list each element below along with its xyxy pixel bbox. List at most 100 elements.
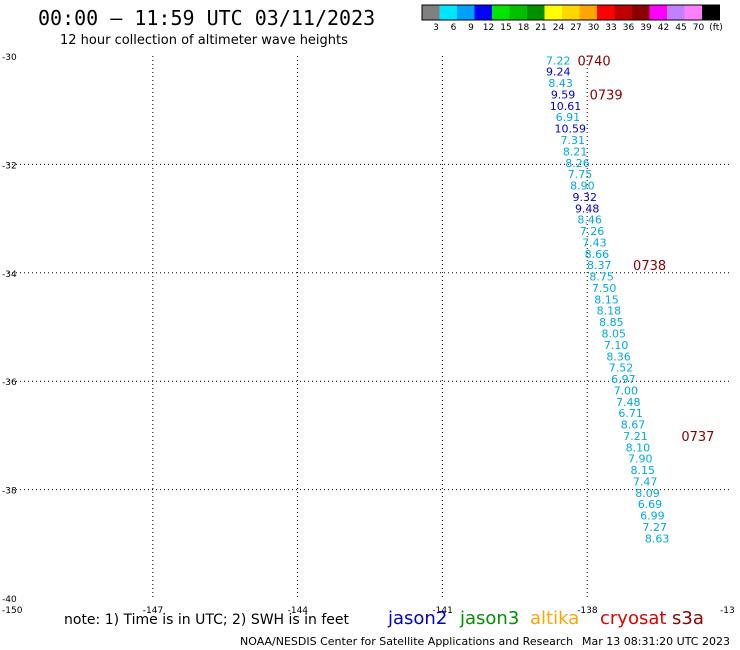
legend-swatch	[684, 5, 702, 20]
time-label: 0737	[681, 430, 714, 445]
data-point-label: 8.18	[597, 305, 622, 318]
data-point-label: 7.22	[546, 54, 571, 67]
data-point-label: 6.91	[556, 111, 581, 124]
data-point-label: 8.05	[601, 328, 626, 341]
legend-label: 42	[658, 23, 669, 33]
data-point-label: 6.69	[638, 498, 663, 511]
data-point-label: 7.21	[623, 430, 648, 443]
footnote: note: 1) Time is in UTC; 2) SWH is in fe…	[64, 612, 350, 628]
x-tick-label: -147	[143, 606, 163, 616]
legend-label: 18	[518, 23, 530, 33]
x-tick-label: -150	[2, 606, 23, 616]
legend-swatch	[632, 5, 650, 20]
data-point-label: 8.21	[563, 145, 588, 158]
legend-swatch	[474, 5, 492, 20]
time-label: 0738	[633, 259, 666, 274]
satellite-label-jason3: jason3	[460, 608, 520, 629]
data-point-label: 8.63	[645, 532, 670, 545]
timestamp-text: Mar 13 08:31:20 UTC 2023	[582, 635, 730, 648]
data-point-label: 7.31	[560, 134, 585, 147]
x-tick-label: -138	[577, 606, 598, 616]
data-point-label: 7.52	[609, 362, 634, 375]
legend-label: 9	[468, 23, 474, 33]
data-point-label: 6.99	[640, 510, 665, 523]
data-point-label: 8.10	[626, 441, 651, 454]
time-label: 0739	[590, 88, 623, 103]
legend-label: (ft)	[709, 23, 723, 33]
data-point-label: 8.66	[585, 248, 610, 261]
satellite-label-jason2: jason2	[388, 608, 448, 629]
satellite-label-cryosat: cryosat	[600, 608, 667, 629]
data-point-label: 8.09	[635, 487, 660, 500]
data-point-label: 8.36	[606, 350, 631, 363]
y-tick-label: -32	[2, 161, 17, 171]
y-tick-label: -38	[2, 487, 17, 497]
data-point-label: 7.48	[616, 396, 641, 409]
legend-swatch	[562, 5, 580, 20]
legend-swatch	[649, 5, 667, 20]
x-tick-label: -144	[288, 606, 309, 616]
data-point-label: 10.59	[555, 123, 587, 136]
legend-border	[421, 4, 720, 21]
data-point-label: 8.75	[589, 271, 614, 284]
legend-swatch	[527, 5, 545, 20]
legend-swatch	[544, 5, 562, 20]
data-point-label: 8.37	[587, 259, 612, 272]
legend-label: 70	[693, 23, 705, 33]
data-point-label: 9.59	[551, 88, 576, 101]
data-point-label: 10.61	[550, 100, 582, 113]
legend-label: 39	[640, 23, 652, 33]
data-point-label: 7.47	[633, 475, 658, 488]
legend-label: 6	[451, 23, 457, 33]
legend-swatch	[457, 5, 475, 20]
satellite-label-s3a: s3a	[672, 608, 704, 629]
legend-label: 3	[433, 23, 439, 33]
data-point-label: 7.27	[643, 521, 668, 534]
legend-swatch	[492, 5, 510, 20]
data-point-label: 8.46	[577, 214, 602, 227]
data-point-label: 6.97	[611, 373, 636, 386]
legend-swatch	[667, 5, 685, 20]
legend-label: 45	[675, 23, 686, 33]
data-point-label: 8.15	[630, 464, 655, 477]
data-point-label: 8.15	[594, 293, 619, 306]
y-tick-label: -36	[2, 378, 17, 388]
legend-label: 24	[553, 23, 565, 33]
data-point-label: 6.71	[618, 407, 643, 420]
legend-swatch	[579, 5, 597, 20]
data-point-label: 8.85	[599, 316, 624, 329]
time-label: 0740	[578, 54, 611, 69]
data-point-label: 7.90	[628, 453, 653, 466]
data-point-label: 7.75	[568, 168, 593, 181]
chart-title: 00:00 – 11:59 UTC 03/11/2023	[38, 6, 376, 30]
data-point-label: 8.90	[570, 180, 595, 193]
legend-label: 36	[623, 23, 635, 33]
data-point-label: 7.50	[592, 282, 617, 295]
data-point-label: 8.26	[565, 157, 590, 170]
y-tick-label: -34	[2, 270, 17, 280]
legend-label: 15	[500, 23, 511, 33]
data-point-label: 9.24	[546, 66, 571, 79]
data-point-label: 8.43	[548, 77, 573, 90]
data-point-label: 7.43	[582, 236, 607, 249]
chart-subtitle: 12 hour collection of altimeter wave hei…	[60, 33, 348, 48]
legend-label: 12	[483, 23, 494, 33]
legend-label: 33	[605, 23, 616, 33]
legend-swatch	[597, 5, 615, 20]
data-point-label: 9.48	[575, 202, 600, 215]
legend-label: 27	[570, 23, 581, 33]
data-point-label: 7.10	[604, 339, 629, 352]
legend-label: 30	[588, 23, 600, 33]
x-tick-label: -13	[720, 606, 735, 616]
data-point-label: 9.32	[573, 191, 598, 204]
data-point-label: 8.67	[621, 419, 646, 432]
credit-text: NOAA/NESDIS Center for Satellite Applica…	[240, 635, 574, 648]
legend-swatch	[702, 5, 720, 20]
legend-swatch	[422, 5, 440, 20]
x-tick-label: -141	[432, 606, 452, 616]
data-point-label: 7.00	[614, 384, 639, 397]
y-tick-label: -30	[2, 53, 17, 63]
y-tick-label: -40	[2, 595, 17, 605]
satellite-label-altika: altika	[530, 608, 580, 629]
